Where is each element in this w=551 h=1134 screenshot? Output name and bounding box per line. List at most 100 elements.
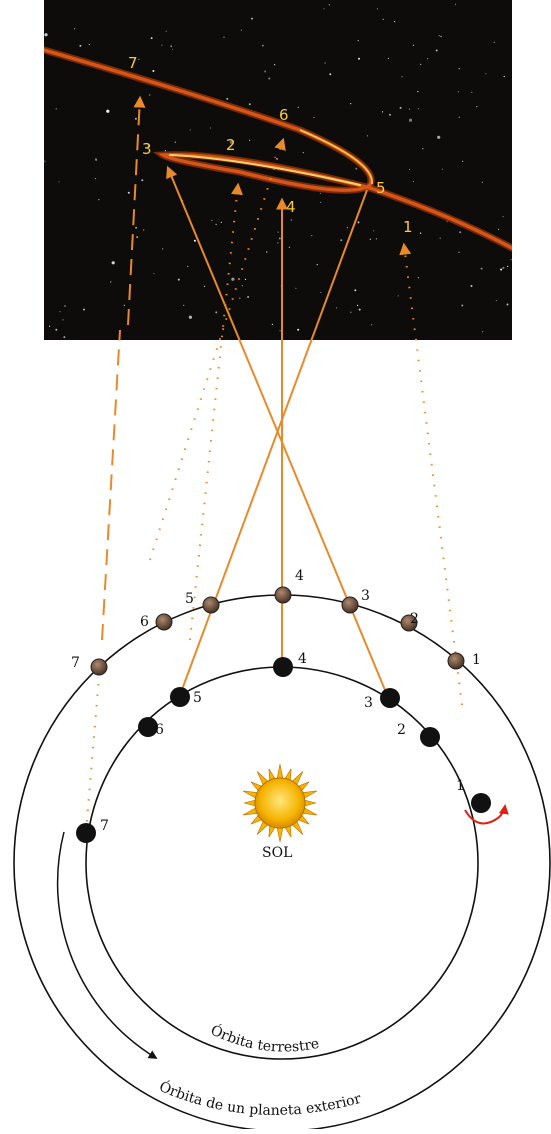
star [311,235,313,237]
star [457,91,459,93]
star [507,265,509,268]
earth-labels: 1 2 3 4 5 6 7 [100,651,465,834]
star [161,44,163,46]
outer-label-2: 2 [410,611,419,627]
star [320,201,322,203]
outer-planet-3 [341,596,359,614]
star [187,265,189,267]
star [355,167,358,170]
earth-label-7: 7 [100,818,109,834]
sun-ray [243,799,257,807]
star [358,308,361,311]
star [279,330,281,332]
star [357,304,359,306]
outer-label-1: 1 [472,652,481,668]
star [462,160,464,162]
star [94,178,97,180]
star [147,145,149,147]
star [336,307,338,309]
earth-label-2: 2 [397,722,406,738]
star [153,273,155,275]
star [420,232,422,234]
star [277,242,279,244]
earth-4 [273,657,293,677]
outer-label-3: 3 [361,588,370,604]
star [83,308,85,311]
star [295,287,297,289]
star [239,297,241,299]
star [149,94,151,96]
star [328,4,330,6]
star [435,49,438,52]
star [346,227,348,229]
star [408,118,413,122]
star [127,191,130,194]
star [288,246,290,248]
star [229,140,233,144]
star [49,325,51,327]
outer-planet-labels: 1 2 3 4 5 6 7 [71,568,481,671]
star [417,91,419,93]
star [440,35,442,38]
star [369,238,371,240]
star [412,44,415,46]
star [454,3,457,5]
star [188,315,192,319]
star [88,43,90,46]
star [150,37,153,40]
star [162,248,164,250]
earth-positions [76,657,491,843]
star [248,103,251,106]
star [376,8,379,10]
star [297,328,300,331]
star [412,180,414,183]
star [417,108,419,110]
earth-2 [420,727,440,747]
star [381,111,384,113]
earth-1 [471,793,491,813]
star [220,221,222,223]
star [138,58,140,61]
star [482,331,484,333]
star [111,261,115,265]
star [459,231,462,234]
planet-trail [44,46,512,252]
star [268,77,271,80]
outer-label-6: 6 [140,614,149,630]
star [55,328,58,331]
star [193,239,196,242]
star [98,199,100,201]
star [502,215,504,218]
star [62,319,64,321]
star [274,156,276,158]
star [177,278,180,281]
earth-label-6: 6 [155,722,164,738]
star [320,291,322,293]
sky-label-5: 5 [376,179,386,197]
star [422,148,424,150]
star [394,21,396,23]
sky-label-3: 3 [142,140,152,158]
star [357,221,360,224]
outer-planet-4 [274,586,292,604]
star [441,168,444,170]
star [244,278,247,280]
star [211,219,213,221]
star [251,17,253,20]
star [204,285,206,287]
star [95,158,97,160]
sight-line-7-lower [85,664,101,833]
star [261,44,264,47]
sky-label-7: 7 [128,54,138,72]
earth-7 [76,823,96,843]
sun-ray [276,763,284,780]
star [382,18,384,20]
outer-planet-6 [155,613,173,631]
star [323,8,325,10]
star [58,181,60,183]
star [354,289,357,292]
star [446,221,448,223]
star [439,237,441,239]
star [231,277,235,281]
